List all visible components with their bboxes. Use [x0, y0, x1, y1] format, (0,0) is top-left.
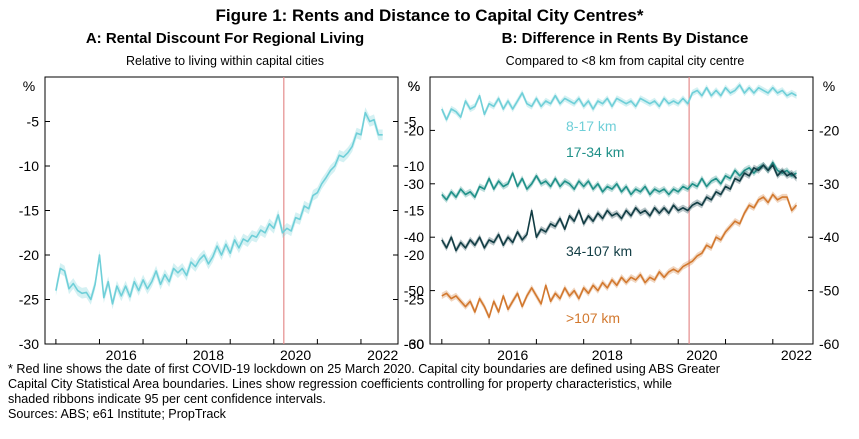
x-tick-label: 2016 — [497, 347, 528, 363]
y-tick-label-left: -50 — [404, 283, 424, 299]
y-tick-label-right: -30 — [819, 176, 839, 192]
y-tick-label-right: -25 — [404, 292, 424, 308]
series-label: 17-34 km — [566, 144, 624, 160]
series-line — [441, 84, 797, 121]
x-tick-label: 2022 — [367, 347, 398, 363]
x-tick-label: 2018 — [193, 347, 224, 363]
x-tick-label: 2022 — [781, 347, 812, 363]
series-line — [55, 111, 383, 305]
confidence-ribbon — [441, 159, 797, 203]
series-label: >107 km — [566, 310, 620, 326]
plot-frame — [429, 76, 814, 345]
y-tick-label-right: -60 — [819, 336, 839, 352]
y-tick-label-left: -10 — [19, 158, 39, 174]
y-unit-right: % — [823, 78, 835, 94]
figure-title: Figure 1: Rents and Distance to Capital … — [215, 6, 644, 25]
x-tick-label: 2018 — [592, 347, 623, 363]
panel-b-subtitle: Compared to <8 km from capital city cent… — [505, 54, 745, 68]
series-line — [441, 164, 798, 252]
series-line — [441, 193, 798, 319]
panel-b-title: B: Difference in Rents By Distance — [501, 30, 749, 47]
x-tick-label: 2020 — [686, 347, 717, 363]
y-tick-label-right: -50 — [819, 283, 839, 299]
series-label: 34-107 km — [566, 243, 632, 259]
y-unit-right: % — [408, 78, 420, 94]
y-tick-label-left: -20 — [404, 122, 424, 138]
y-tick-label-left: -20 — [19, 247, 39, 263]
series-line — [441, 161, 797, 201]
y-tick-label-left: -15 — [19, 203, 39, 219]
y-tick-label-right: -5 — [404, 114, 417, 130]
figure-notes: * Red line shows the date of first COVID… — [8, 362, 853, 422]
panel-a-subtitle: Relative to living within capital cities — [125, 54, 324, 68]
note-line: * Red line shows the date of first COVID… — [8, 362, 720, 376]
x-tick-label: 2020 — [280, 347, 311, 363]
y-unit-left: % — [408, 78, 420, 94]
sources-line: Sources: ABS; e61 Institute; PropTrack — [8, 407, 226, 421]
y-tick-label-right: -20 — [404, 247, 424, 263]
panel-a-chart: -30 -30 -25 -25 -20 -20 -15 -15 -10 -10 -5 -5% % 2016… — [19, 76, 424, 363]
series-label: 8-17 km — [566, 118, 617, 134]
panel-a-title: A: Rental Discount For Regional Living — [85, 30, 365, 47]
y-tick-label-right: -15 — [404, 203, 424, 219]
y-tick-label-left: -60 — [404, 336, 424, 352]
plot-frame — [44, 76, 399, 345]
y-tick-label-left: -40 — [404, 229, 424, 245]
confidence-ribbon — [441, 191, 797, 321]
y-tick-label-left: -30 — [19, 336, 39, 352]
confidence-ribbon — [55, 107, 383, 310]
y-tick-label-left: -5 — [27, 114, 40, 130]
x-tick-label: 2016 — [106, 347, 137, 363]
note-line: Capital City Statistical Area boundaries… — [8, 377, 673, 391]
y-unit-left: % — [23, 78, 35, 94]
y-tick-label-right: -40 — [819, 229, 839, 245]
confidence-ribbon — [441, 81, 797, 123]
panel-b-chart: -60 -60 -50 -50 -40 -40 -30 -30 -20 -20% % 2016 2018… — [404, 76, 839, 363]
y-tick-label-right: -20 — [819, 122, 839, 138]
y-tick-label-left: -25 — [19, 292, 39, 308]
note-line: shaded ribbons indicate 95 per cent conf… — [8, 392, 326, 406]
y-tick-label-right: -10 — [404, 158, 424, 174]
y-tick-label-right: -30 — [404, 336, 424, 352]
y-tick-label-left: -30 — [404, 176, 424, 192]
